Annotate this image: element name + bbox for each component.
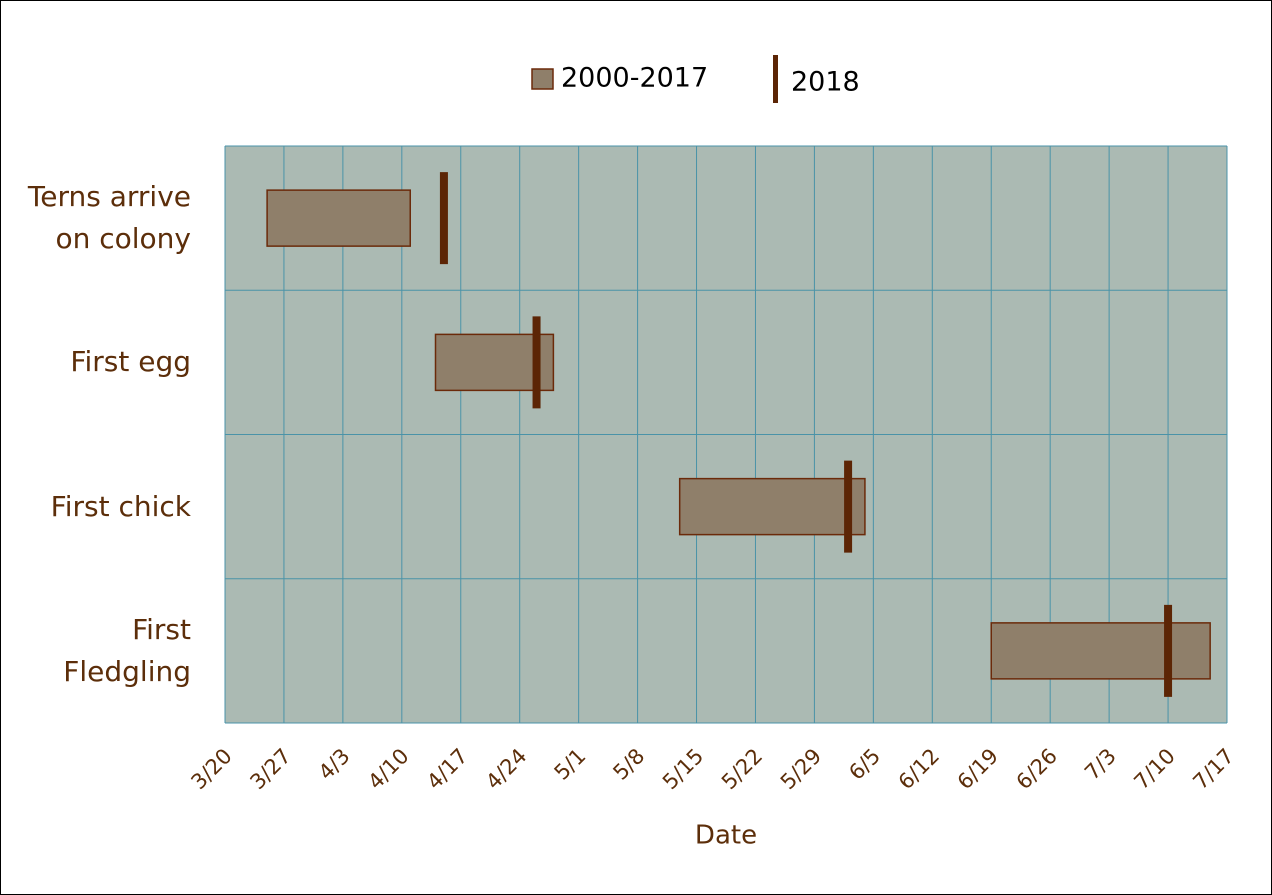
legend-swatch — [531, 68, 554, 90]
x-tick-label: 6/12 — [894, 744, 944, 794]
x-tick-label: 4/24 — [481, 744, 531, 794]
x-tick-label: 5/29 — [776, 744, 826, 794]
y-tick-label: First chick — [50, 489, 191, 523]
year-marker — [1164, 604, 1173, 697]
x-tick-label: 5/8 — [608, 744, 649, 785]
x-tick-label: 6/26 — [1012, 744, 1062, 794]
y-tick-label: First Fledgling — [63, 612, 191, 688]
x-tick-label: 7/3 — [1080, 744, 1121, 785]
range-bar — [678, 477, 866, 536]
x-tick-label: 7/10 — [1130, 744, 1180, 794]
year-marker — [439, 172, 448, 265]
x-tick-label: 4/10 — [363, 744, 413, 794]
x-tick-label: 5/1 — [550, 744, 591, 785]
year-marker — [844, 460, 853, 553]
x-tick-label: 3/27 — [245, 744, 295, 794]
year-marker — [532, 316, 541, 409]
x-tick-label: 5/22 — [717, 744, 767, 794]
x-tick-label: 7/17 — [1188, 744, 1238, 794]
x-tick-label: 4/17 — [422, 744, 472, 794]
legend-marker — [773, 55, 778, 103]
range-bar — [266, 189, 411, 247]
y-tick-label: First egg — [70, 345, 191, 379]
x-tick-label: 6/19 — [953, 744, 1003, 794]
x-tick-label: 4/3 — [314, 744, 355, 785]
x-tick-label: 3/20 — [186, 744, 236, 794]
legend-label: 2000-2017 — [561, 63, 708, 94]
x-axis-title: Date — [695, 821, 757, 851]
x-tick-label: 5/15 — [658, 744, 708, 794]
legend-label: 2018 — [791, 67, 860, 98]
range-bar — [990, 622, 1211, 680]
y-tick-label: Terns arrive on colony — [27, 180, 191, 256]
x-tick-label: 6/5 — [844, 744, 885, 785]
